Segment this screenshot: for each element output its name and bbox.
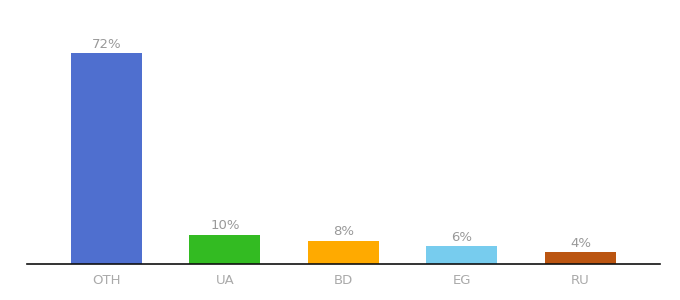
Text: 4%: 4% xyxy=(570,237,591,250)
Bar xyxy=(189,235,260,264)
Text: 10%: 10% xyxy=(210,219,239,232)
Bar xyxy=(426,246,498,264)
Bar xyxy=(308,241,379,264)
Bar xyxy=(71,53,142,264)
Text: 6%: 6% xyxy=(452,231,473,244)
Bar xyxy=(545,252,616,264)
Text: 72%: 72% xyxy=(92,38,121,51)
Text: 8%: 8% xyxy=(333,225,354,238)
